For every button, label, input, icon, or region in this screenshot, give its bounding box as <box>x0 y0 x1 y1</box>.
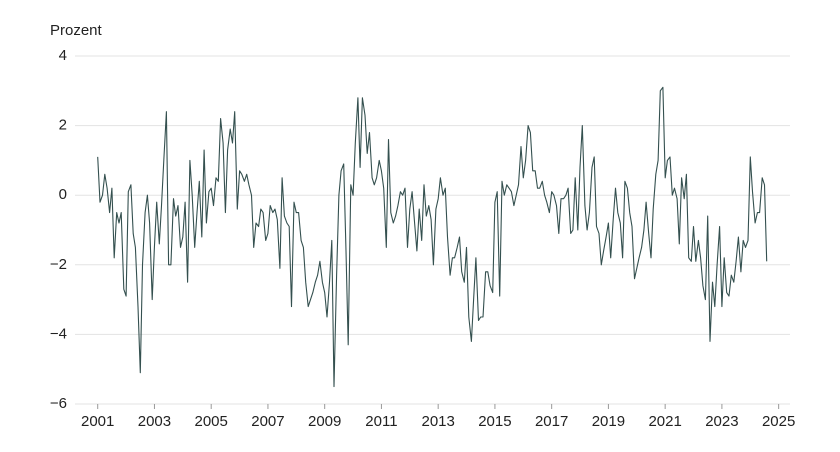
y-tick-label: 2 <box>59 117 67 134</box>
y-tick-label: −6 <box>50 395 67 412</box>
x-tick-label: 2003 <box>138 413 171 430</box>
line <box>97 86 768 388</box>
x-tick-label: 2013 <box>421 413 454 430</box>
y-axis-label: Prozent <box>50 22 103 39</box>
x-tick-label: 2015 <box>478 413 511 430</box>
y-tick-label: −4 <box>50 325 67 342</box>
y-tick-label: 0 <box>59 186 67 203</box>
y-tick-label: −2 <box>50 256 67 273</box>
x-tick-label: 2009 <box>308 413 341 430</box>
x-tick-label: 2007 <box>251 413 284 430</box>
x-tick-label: 2019 <box>592 413 625 430</box>
x-tick-label: 2017 <box>535 413 568 430</box>
x-tick-label: 2025 <box>762 413 795 430</box>
x-tick-label: 2005 <box>195 413 228 430</box>
x-tick-label: 2021 <box>648 413 681 430</box>
x-tick-label: 2023 <box>705 413 738 430</box>
x-tick-label: 2011 <box>365 413 397 430</box>
x-tick-label: 2001 <box>81 413 114 430</box>
y-tick-label: 4 <box>59 47 67 64</box>
